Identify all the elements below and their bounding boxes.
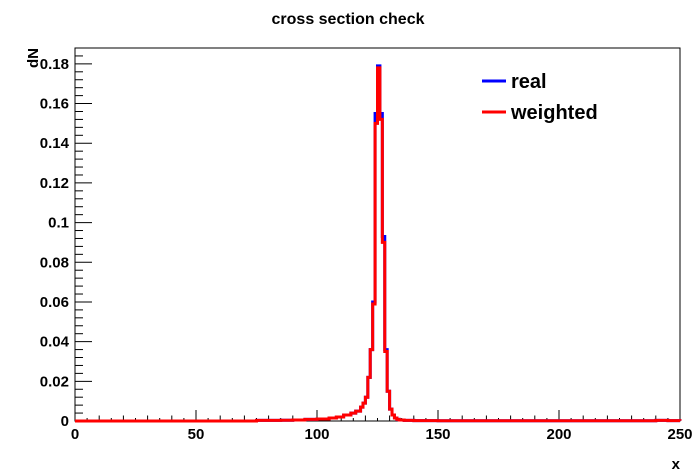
x-axis: 0 50 100 150 200 250 <box>71 410 693 443</box>
y-tick-label: 0.12 <box>40 175 69 192</box>
y-tick-label: 0.1 <box>48 215 69 232</box>
series-line-weighted <box>75 66 682 423</box>
y-tick-label: 0.02 <box>40 373 69 390</box>
legend-label-weighted: weighted <box>510 102 598 124</box>
chart-title: cross section check <box>272 11 425 28</box>
x-tick-label: 0 <box>71 426 79 443</box>
x-tick-label: 250 <box>667 426 692 443</box>
y-axis: 0 0.02 0.04 0.06 0.08 0.1 0.12 0.14 0.16 0.18 <box>40 47 92 430</box>
y-tick-label: 0.18 <box>40 56 69 73</box>
y-tick-label: 0.04 <box>40 334 70 351</box>
x-tick-label: 100 <box>304 426 329 443</box>
y-tick-label: 0.16 <box>40 96 69 113</box>
y-tick-label: 0.08 <box>40 254 69 271</box>
y-axis-label: dN <box>25 48 42 68</box>
legend: real weighted <box>482 71 598 124</box>
x-axis-label: x <box>672 456 681 472</box>
legend-label-real: real <box>511 71 547 93</box>
y-tick-label: 0 <box>61 413 69 430</box>
y-tick-label: 0.06 <box>40 294 69 311</box>
y-tick-label: 0.14 <box>40 135 70 152</box>
x-tick-label: 50 <box>188 426 205 443</box>
series-layer <box>75 64 682 423</box>
x-tick-label: 200 <box>546 426 571 443</box>
x-tick-label: 150 <box>425 426 450 443</box>
